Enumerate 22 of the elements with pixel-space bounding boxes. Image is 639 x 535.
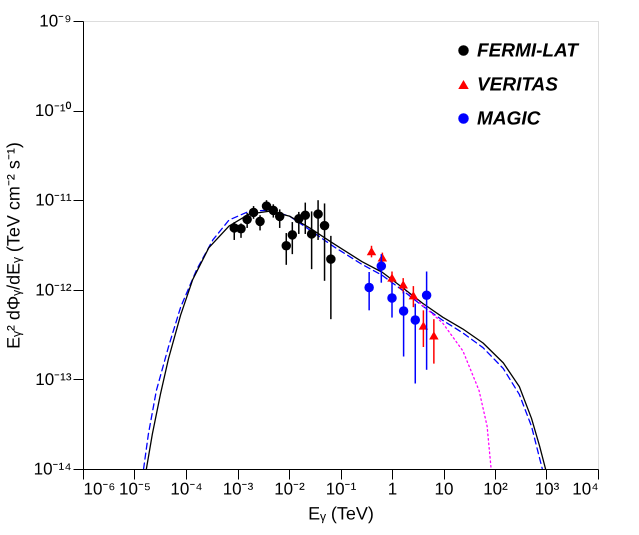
y-tick-label: 10⁻¹⁴: [34, 460, 72, 478]
legend-label: VERITAS: [477, 74, 558, 96]
x-axis-title: Eᵧ (TeV): [308, 504, 374, 524]
y-tick-label: 10⁻¹²: [35, 280, 72, 300]
x-tick-label: 10⁴: [572, 480, 598, 498]
y-axis-title: Eᵧ² dΦᵧ/dEᵧ (TeV cm⁻² s⁻¹): [4, 142, 24, 349]
y-tick-label: 10⁻¹¹: [35, 190, 72, 210]
x-tick-label: 10⁻¹: [326, 480, 357, 498]
x-tick-label: 10⁻⁴: [170, 480, 203, 498]
legend-label: MAGIC: [477, 108, 541, 130]
x-tick-label: 1: [388, 480, 398, 498]
y-tick-label: 10⁻¹⁰: [34, 101, 72, 120]
x-tick-label: 10⁻³: [222, 480, 254, 498]
y-tick-label: 10⁻¹³: [35, 370, 72, 389]
x-tick-label: 10⁻⁵: [119, 480, 151, 498]
y-tick-label: 10⁻⁹: [39, 12, 72, 30]
x-tick-label: 10²: [483, 480, 508, 498]
x-tick-label: 10: [434, 480, 454, 498]
x-tick-label: 10⁻⁶: [84, 480, 116, 498]
x-tick-label: 10⁻²: [274, 480, 306, 498]
x-tick-label: 10³: [534, 480, 560, 498]
legend-label: FERMI-LAT: [477, 40, 580, 62]
